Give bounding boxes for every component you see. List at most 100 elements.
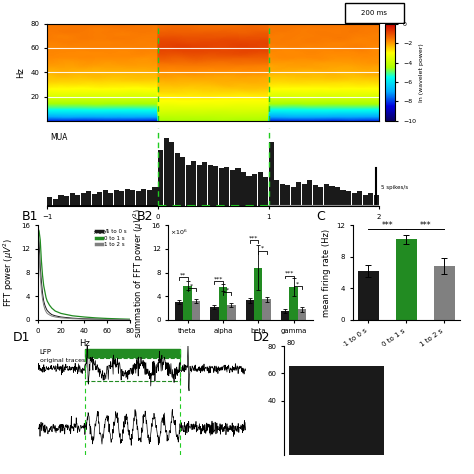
-1 to 0 s [128, 317, 133, 322]
Text: MUA: MUA [51, 133, 68, 142]
Bar [329, 186, 335, 206]
Bar [219, 168, 224, 206]
Bar [219, 287, 227, 320]
Bar [192, 301, 201, 320]
Bar [263, 299, 271, 320]
Bar [169, 142, 174, 206]
Bar [313, 185, 318, 206]
0 to 1 s [42, 289, 48, 294]
Bar [141, 189, 146, 206]
Bar [175, 302, 183, 320]
Line: -1 to 0 s: -1 to 0 s [38, 231, 130, 319]
Bar [236, 168, 240, 206]
1 to 2 s [93, 317, 99, 322]
Bar [252, 174, 257, 206]
Text: *: * [296, 281, 300, 286]
1 to 2 s [64, 316, 70, 321]
Line: 0 to 1 s: 0 to 1 s [38, 228, 130, 319]
Bar [274, 180, 279, 206]
Bar [289, 366, 384, 455]
Text: LFP: LFP [40, 349, 52, 355]
-1 to 0 s [43, 305, 49, 311]
0 to 1 s [58, 310, 64, 316]
-1 to 0 s [116, 317, 122, 322]
Text: *: * [190, 283, 193, 288]
Bar [324, 183, 329, 206]
Y-axis label: summation of FFT power ($\mu V^2$): summation of FFT power ($\mu V^2$) [132, 208, 146, 337]
Bar [335, 187, 340, 206]
Bar [227, 305, 236, 320]
0 to 1 s [36, 228, 42, 234]
Bar [263, 177, 268, 206]
1 to 2 s [104, 317, 110, 322]
1 to 2 s [43, 309, 49, 315]
Bar [230, 170, 235, 206]
1 to 2 s [116, 317, 122, 322]
Bar [191, 161, 196, 206]
Bar [75, 195, 80, 206]
1 to 2 s [41, 302, 46, 308]
Text: 80: 80 [286, 340, 295, 346]
Bar [81, 193, 86, 206]
Bar [53, 199, 58, 206]
-1 to 0 s [104, 317, 110, 322]
Y-axis label: FFT power ($\mu V^2$): FFT power ($\mu V^2$) [1, 238, 16, 307]
Bar [136, 191, 141, 206]
Bar [346, 191, 351, 206]
-1 to 0 s [38, 279, 44, 284]
1 to 2 s [42, 307, 48, 312]
Bar [125, 189, 130, 206]
-1 to 0 s [37, 264, 43, 269]
1 to 2 s [36, 252, 42, 258]
1 to 2 s [35, 240, 41, 246]
Line: 1 to 2 s: 1 to 2 s [38, 243, 130, 319]
Text: *: * [261, 246, 264, 251]
Bar [114, 190, 119, 206]
Bar [307, 180, 312, 206]
Bar [319, 187, 323, 206]
Text: ***: *** [284, 271, 294, 275]
Bar [147, 190, 152, 206]
-1 to 0 s [40, 291, 46, 296]
Bar [119, 191, 124, 206]
Text: D2: D2 [253, 330, 271, 344]
Bar [302, 183, 307, 206]
-1 to 0 s [93, 316, 99, 322]
0 to 1 s [128, 317, 133, 322]
Y-axis label: mean firing rate (Hz): mean firing rate (Hz) [322, 228, 331, 317]
X-axis label: Hz: Hz [79, 339, 90, 348]
Bar [241, 172, 246, 206]
Bar [158, 149, 163, 206]
1 to 2 s [82, 316, 87, 322]
Text: ***: *** [382, 220, 393, 229]
Bar [210, 307, 219, 320]
Legend: -1 to 0 s, 0 to 1 s, 1 to 2 s: -1 to 0 s, 0 to 1 s, 1 to 2 s [95, 228, 128, 248]
Bar [368, 192, 373, 206]
-1 to 0 s [49, 312, 55, 318]
0 to 1 s [53, 308, 58, 314]
Bar [254, 268, 263, 320]
-1 to 0 s [64, 315, 70, 320]
Bar [285, 185, 290, 206]
Text: $\times10^5$: $\times10^5$ [91, 228, 109, 237]
0 to 1 s [43, 295, 49, 301]
Bar [396, 239, 417, 320]
Text: **: ** [180, 273, 186, 277]
Bar [246, 301, 254, 320]
Bar [130, 191, 136, 206]
Text: C: C [316, 210, 325, 223]
Text: original traces: original traces [40, 358, 85, 363]
Bar [97, 192, 102, 206]
Bar [202, 163, 207, 206]
Text: D1: D1 [13, 330, 30, 344]
Bar [358, 271, 379, 320]
Bar [186, 164, 191, 206]
Bar [289, 287, 298, 320]
-1 to 0 s [36, 240, 42, 246]
Bar [281, 311, 289, 320]
Bar [280, 183, 285, 206]
-1 to 0 s [46, 310, 52, 316]
-1 to 0 s [35, 228, 41, 234]
0 to 1 s [104, 316, 110, 321]
-1 to 0 s [42, 302, 48, 308]
